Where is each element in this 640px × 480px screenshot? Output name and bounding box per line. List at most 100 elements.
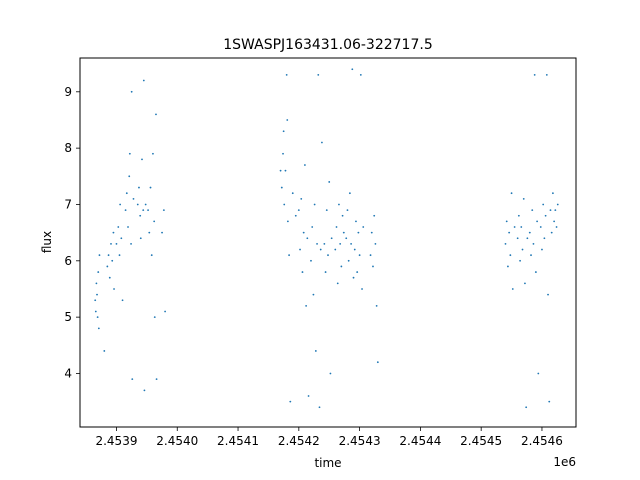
data-point — [297, 209, 300, 212]
data-point — [289, 400, 292, 403]
data-point — [291, 192, 294, 195]
x-axis-ticks: 2.4539 2.4540 2.4541 2.4542 2.4543 2.4544 2.45… — [95, 427, 563, 448]
data-point — [543, 237, 546, 240]
data-point — [119, 203, 122, 206]
data-point — [356, 271, 359, 273]
data-point — [323, 243, 326, 245]
data-point — [132, 197, 135, 200]
data-point — [147, 209, 149, 212]
data-point — [327, 254, 329, 257]
data-point — [282, 152, 284, 155]
data-point — [319, 248, 322, 251]
data-point — [117, 226, 120, 228]
data-point — [155, 113, 157, 116]
data-point — [130, 243, 132, 245]
data-point — [142, 79, 145, 82]
data-point — [282, 130, 285, 133]
data-point — [534, 271, 537, 273]
data-point — [280, 186, 283, 189]
data-point — [300, 197, 303, 200]
data-point — [107, 254, 110, 257]
x-tick-label: 2.4542 — [278, 434, 320, 448]
data-point — [339, 243, 342, 245]
data-point — [358, 254, 361, 257]
data-point — [352, 276, 355, 279]
data-point — [328, 181, 331, 183]
data-point — [164, 310, 167, 313]
data-point — [108, 276, 111, 279]
data-point — [98, 254, 101, 257]
data-point — [522, 197, 525, 200]
data-point — [547, 293, 549, 296]
data-point — [373, 214, 376, 217]
data-point — [128, 175, 131, 178]
data-point — [139, 214, 142, 217]
data-point — [94, 310, 97, 313]
data-point — [161, 231, 163, 234]
data-point — [317, 74, 320, 76]
data-point — [330, 237, 333, 240]
data-point — [112, 231, 115, 234]
data-point — [355, 220, 357, 223]
data-point — [314, 350, 317, 352]
data-point — [376, 361, 379, 364]
data-point — [375, 304, 378, 307]
data-point — [141, 158, 143, 161]
data-point — [318, 406, 321, 409]
y-tick-label: 8 — [64, 141, 72, 155]
data-point — [556, 203, 559, 206]
data-point — [144, 203, 147, 206]
data-point — [136, 203, 139, 206]
data-point — [516, 237, 519, 240]
data-point — [536, 220, 538, 223]
data-point — [531, 209, 534, 212]
data-point — [115, 243, 118, 245]
data-point — [350, 243, 352, 245]
data-point — [532, 243, 535, 245]
y-axis-label: flux — [40, 231, 54, 253]
data-point — [143, 389, 146, 392]
data-point — [103, 350, 106, 352]
data-point — [530, 254, 532, 257]
data-point — [120, 237, 123, 240]
data-point — [552, 192, 554, 195]
data-point — [513, 226, 516, 228]
data-point — [537, 372, 540, 375]
data-point — [362, 226, 365, 228]
y-tick-label: 7 — [64, 197, 72, 211]
y-tick-label: 6 — [64, 254, 72, 268]
data-point — [507, 265, 509, 268]
data-point — [106, 265, 109, 268]
data-point — [508, 231, 511, 234]
data-point — [96, 316, 99, 319]
data-point — [284, 169, 287, 172]
data-point — [340, 265, 343, 268]
data-point — [148, 231, 151, 234]
data-point — [544, 214, 547, 217]
data-point — [336, 282, 339, 285]
data-point — [510, 192, 513, 195]
data-point — [553, 220, 556, 223]
data-point — [95, 282, 98, 285]
y-tick-label: 9 — [64, 85, 72, 99]
data-point — [128, 152, 131, 155]
data-point — [152, 152, 154, 155]
data-point — [548, 400, 551, 403]
data-point — [127, 226, 129, 228]
data-point — [335, 226, 338, 228]
x-tick-label: 2.4541 — [217, 434, 259, 448]
scatter-points — [94, 68, 559, 409]
data-point — [361, 288, 363, 290]
data-point — [97, 327, 100, 330]
data-point — [554, 209, 557, 212]
data-point — [525, 406, 528, 409]
data-point — [138, 186, 140, 189]
data-point — [549, 209, 552, 212]
x-tick-label: 2.4544 — [399, 434, 441, 448]
data-point — [305, 304, 308, 307]
data-point — [302, 231, 305, 234]
data-point — [520, 226, 523, 228]
data-point — [131, 378, 134, 381]
data-point — [511, 288, 514, 290]
